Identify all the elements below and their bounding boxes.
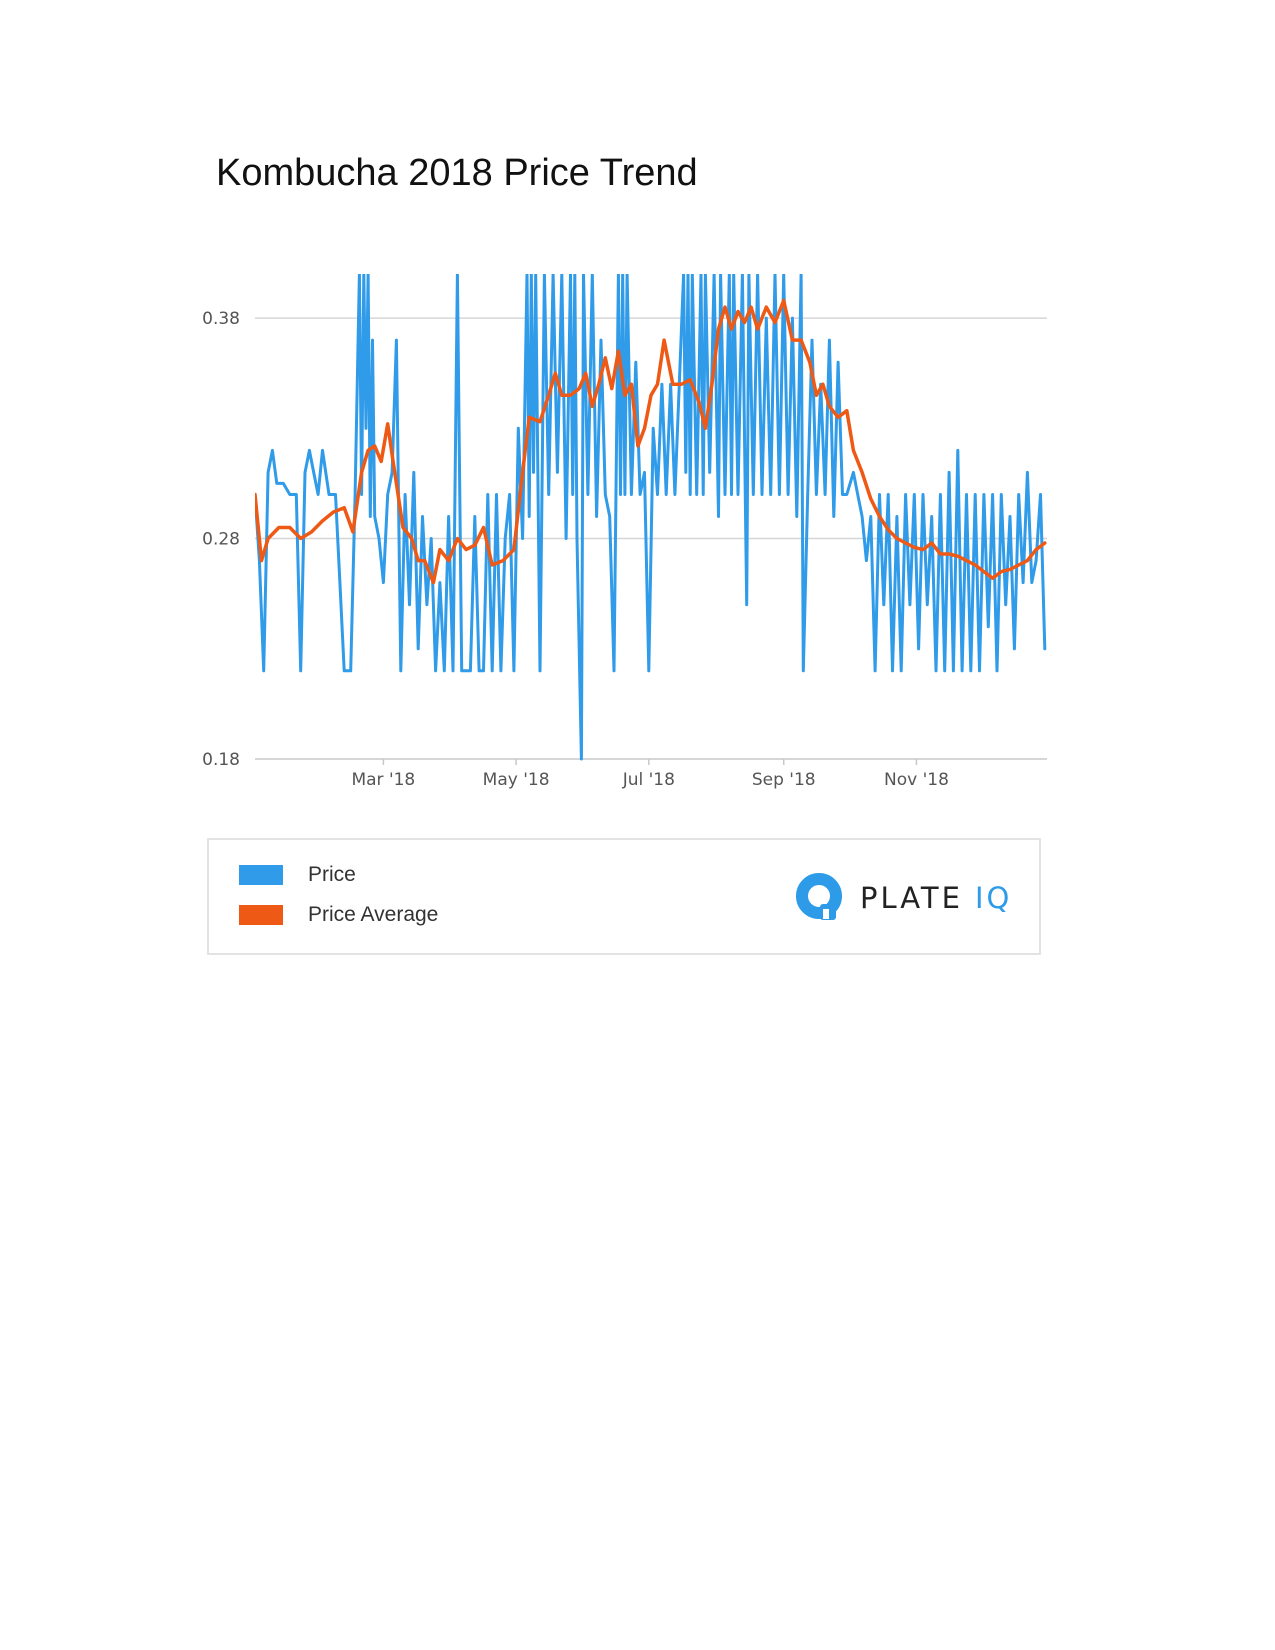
y-axis-ticks: 0.18 0.28 0.38 [202,309,240,770]
legend-label-price: Price [308,863,356,886]
plate-iq-logo: PLATE IQ [794,870,1012,926]
y-tick-label: 0.18 [202,750,240,770]
legend-swatch-price [239,865,283,885]
x-tick-label: Sep '18 [752,770,816,790]
series-line-price-average [255,298,1047,585]
legend-panel: Price Price Average PLATE IQ [207,838,1041,955]
x-tick-label: Jul '18 [622,770,675,790]
series-line-price [255,274,1047,761]
x-tick-label: May '18 [483,770,550,790]
x-tick-label: Nov '18 [884,770,949,790]
legend-item-price: Price [239,861,356,889]
plate-iq-q-icon [796,873,842,920]
line-chart: 0.18 0.28 0.38 Mar '18 May '18 Jul '18 Sep '1… [202,274,1047,790]
brand-word-iq: IQ [974,881,1013,915]
legend-label-price-average: Price Average [308,903,439,926]
x-axis-ticks: Mar '18 May '18 Jul '18 Sep '18 Nov '18 [351,759,949,790]
y-tick-label: 0.38 [202,309,240,329]
x-tick-label: Mar '18 [351,770,415,790]
brand-word-plate: PLATE [860,881,963,915]
y-tick-label: 0.28 [202,530,240,550]
legend-item-price-average: Price Average [239,901,438,929]
series-lines [255,274,1047,761]
legend-swatch-price-average [239,905,283,925]
chart-title: Kombucha 2018 Price Trend [216,152,698,194]
